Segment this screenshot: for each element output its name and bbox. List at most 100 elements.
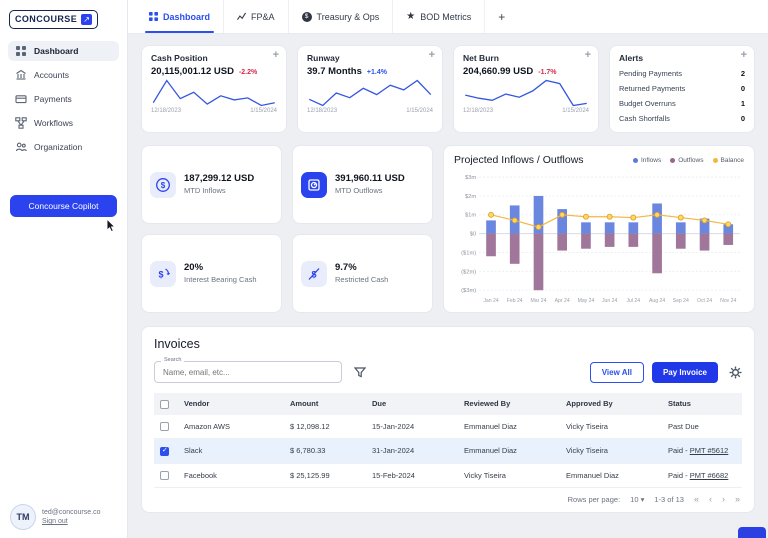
logo[interactable]: CONCOURSE ↗	[0, 0, 127, 41]
rows-per-page-select[interactable]: 10 ▾	[630, 494, 645, 504]
prev-page-button[interactable]: ‹	[708, 494, 712, 505]
tab-fpa[interactable]: FP&A	[224, 0, 289, 33]
table-row[interactable]: Amazon AWS $ 12,098.12 15-Jan-2024 Emman…	[154, 414, 742, 440]
tile-value: 20%	[184, 262, 204, 274]
date-end: 1/15/2024	[562, 108, 589, 114]
sidebar-item-dashboard[interactable]: Dashboard	[8, 40, 119, 61]
sidebar-user: TM ted@concourse.co Sign out	[10, 504, 100, 530]
col-amount[interactable]: Amount	[284, 393, 366, 415]
workflow-icon	[15, 116, 27, 129]
dashboard-content: Cash Position + 20,115,001.12 USD -2.2% …	[128, 34, 768, 538]
row-checkbox[interactable]	[160, 471, 169, 481]
sidebar-item-organization[interactable]: Organization	[8, 137, 119, 157]
chat-launcher-button[interactable]	[738, 527, 766, 538]
last-page-button[interactable]: »	[734, 494, 740, 505]
sidebar-nav: Dashboard Accounts Payments Workflows Or…	[0, 40, 127, 157]
runway-sparkline	[307, 78, 433, 108]
payment-link[interactable]: PMT #6682	[689, 470, 729, 480]
tab-treasury-ops[interactable]: $ Treasury & Ops	[289, 0, 394, 33]
sidebar-item-accounts[interactable]: Accounts	[8, 65, 119, 85]
people-icon	[15, 141, 27, 153]
search-input[interactable]	[154, 361, 342, 383]
col-vendor[interactable]: Vendor	[178, 393, 284, 415]
runway-delta: +1.4%	[366, 69, 387, 76]
select-all-checkbox[interactable]	[160, 399, 169, 409]
sidebar-item-payments[interactable]: Payments	[8, 89, 119, 109]
col-due[interactable]: Due	[366, 393, 458, 415]
sidebar-item-workflows[interactable]: Workflows	[8, 113, 119, 133]
cell-status: Past Due	[662, 414, 742, 440]
metrics-and-chart-row: $ 187,299.12 USD MTD Inflows 391,960.11 …	[141, 145, 755, 313]
alert-row[interactable]: Pending Payments 2	[619, 69, 745, 78]
card-title: Net Burn	[463, 53, 499, 63]
tile-value: 391,960.11 USD	[335, 173, 405, 185]
legend-inflows[interactable]: Inflows	[632, 157, 661, 164]
first-page-button[interactable]: «	[693, 494, 699, 505]
col-approved-by[interactable]: Approved By	[560, 393, 662, 415]
alert-row[interactable]: Cash Shortfalls 0	[619, 114, 745, 123]
tab-bod-metrics[interactable]: ★ BOD Metrics	[393, 0, 486, 33]
expand-icon[interactable]: +	[740, 49, 747, 61]
legend-balance[interactable]: Balance	[712, 157, 744, 164]
payment-link[interactable]: PMT #5612	[689, 446, 729, 456]
cell-due: 15-Feb-2024	[366, 463, 458, 489]
chart-legend: Inflows Outflows Balance	[632, 157, 744, 164]
tile-mtd-outflows[interactable]: 391,960.11 USD MTD Outflows	[292, 145, 433, 224]
svg-text:$3m: $3m	[465, 175, 476, 181]
alert-label: Cash Shortfalls	[619, 114, 670, 123]
row-checkbox[interactable]	[160, 422, 169, 432]
tile-restricted-cash[interactable]: $ 9.7% Restricted Cash	[292, 234, 433, 313]
expand-icon[interactable]: +	[584, 49, 591, 61]
date-start: 12/18/2023	[307, 108, 338, 114]
card-title: Alerts	[619, 53, 644, 63]
card-net-burn: Net Burn + 204,660.99 USD -1.7% 12/18/20…	[453, 45, 599, 133]
projected-inflows-outflows-card: Projected Inflows / Outflows Inflows Out…	[443, 145, 755, 313]
alert-count: 0	[740, 114, 745, 123]
add-tab-button[interactable]: +	[485, 0, 518, 33]
tile-label: MTD Inflows	[184, 186, 226, 196]
legend-outflows[interactable]: Outflows	[670, 157, 704, 164]
copilot-button[interactable]: Concourse Copilot	[10, 194, 117, 217]
expand-icon[interactable]: +	[272, 49, 279, 61]
alert-row[interactable]: Budget Overruns 1	[619, 99, 745, 108]
pay-invoice-button[interactable]: Pay Invoice	[651, 361, 718, 383]
tile-mtd-inflows[interactable]: $ 187,299.12 USD MTD Inflows	[141, 145, 282, 224]
tab-bar: Dashboard FP&A $ Treasury & Ops ★ BOD Me…	[128, 0, 768, 34]
table-row[interactable]: Facebook $ 25,125.99 15-Feb-2024 Vicky T…	[154, 463, 742, 489]
tile-interest-bearing-cash[interactable]: $ 20% Interest Bearing Cash	[141, 234, 282, 313]
brand-name: CONCOURSE	[15, 14, 78, 24]
cash-position-delta: -2.2%	[238, 69, 258, 76]
concourse-logo[interactable]: CONCOURSE ↗	[9, 9, 99, 29]
col-reviewed-by[interactable]: Reviewed By	[458, 393, 560, 415]
col-status[interactable]: Status	[662, 393, 742, 415]
alert-label: Pending Payments	[619, 69, 682, 78]
next-page-button[interactable]: ›	[721, 494, 725, 505]
svg-text:$0: $0	[470, 232, 476, 238]
signout-link[interactable]: Sign out	[42, 518, 68, 525]
tab-label: Treasury & Ops	[316, 11, 380, 22]
view-all-button[interactable]: View All	[589, 361, 644, 383]
table-header-row: Vendor Amount Due Reviewed By Approved B…	[154, 393, 742, 415]
cell-vendor: Slack	[178, 438, 284, 464]
svg-text:Oct 24: Oct 24	[697, 298, 712, 304]
table-row[interactable]: Slack $ 6,780.33 31-Jan-2024 Emmanuel Di…	[154, 438, 742, 464]
avatar[interactable]: TM	[10, 504, 36, 530]
svg-text:($1m): ($1m)	[461, 250, 476, 256]
svg-text:May 24: May 24	[578, 298, 595, 304]
svg-text:$: $	[158, 269, 163, 279]
svg-text:$2m: $2m	[465, 194, 476, 200]
filter-icon[interactable]	[354, 366, 366, 378]
tab-dashboard[interactable]: Dashboard	[136, 0, 225, 33]
alert-count: 2	[740, 69, 745, 78]
date-start: 12/18/2023	[151, 108, 182, 114]
invoice-table: Vendor Amount Due Reviewed By Approved B…	[154, 393, 742, 489]
expand-icon[interactable]: +	[428, 49, 435, 61]
trend-line-icon	[237, 12, 247, 21]
svg-text:Apr 24: Apr 24	[555, 298, 570, 304]
dollar-refresh-icon: $	[150, 260, 176, 287]
gear-icon[interactable]	[729, 366, 742, 379]
sidebar-item-label: Workflows	[34, 117, 74, 128]
alert-row[interactable]: Returned Payments 0	[619, 84, 745, 93]
row-checkbox[interactable]	[160, 446, 169, 456]
plus-icon: +	[498, 9, 506, 24]
